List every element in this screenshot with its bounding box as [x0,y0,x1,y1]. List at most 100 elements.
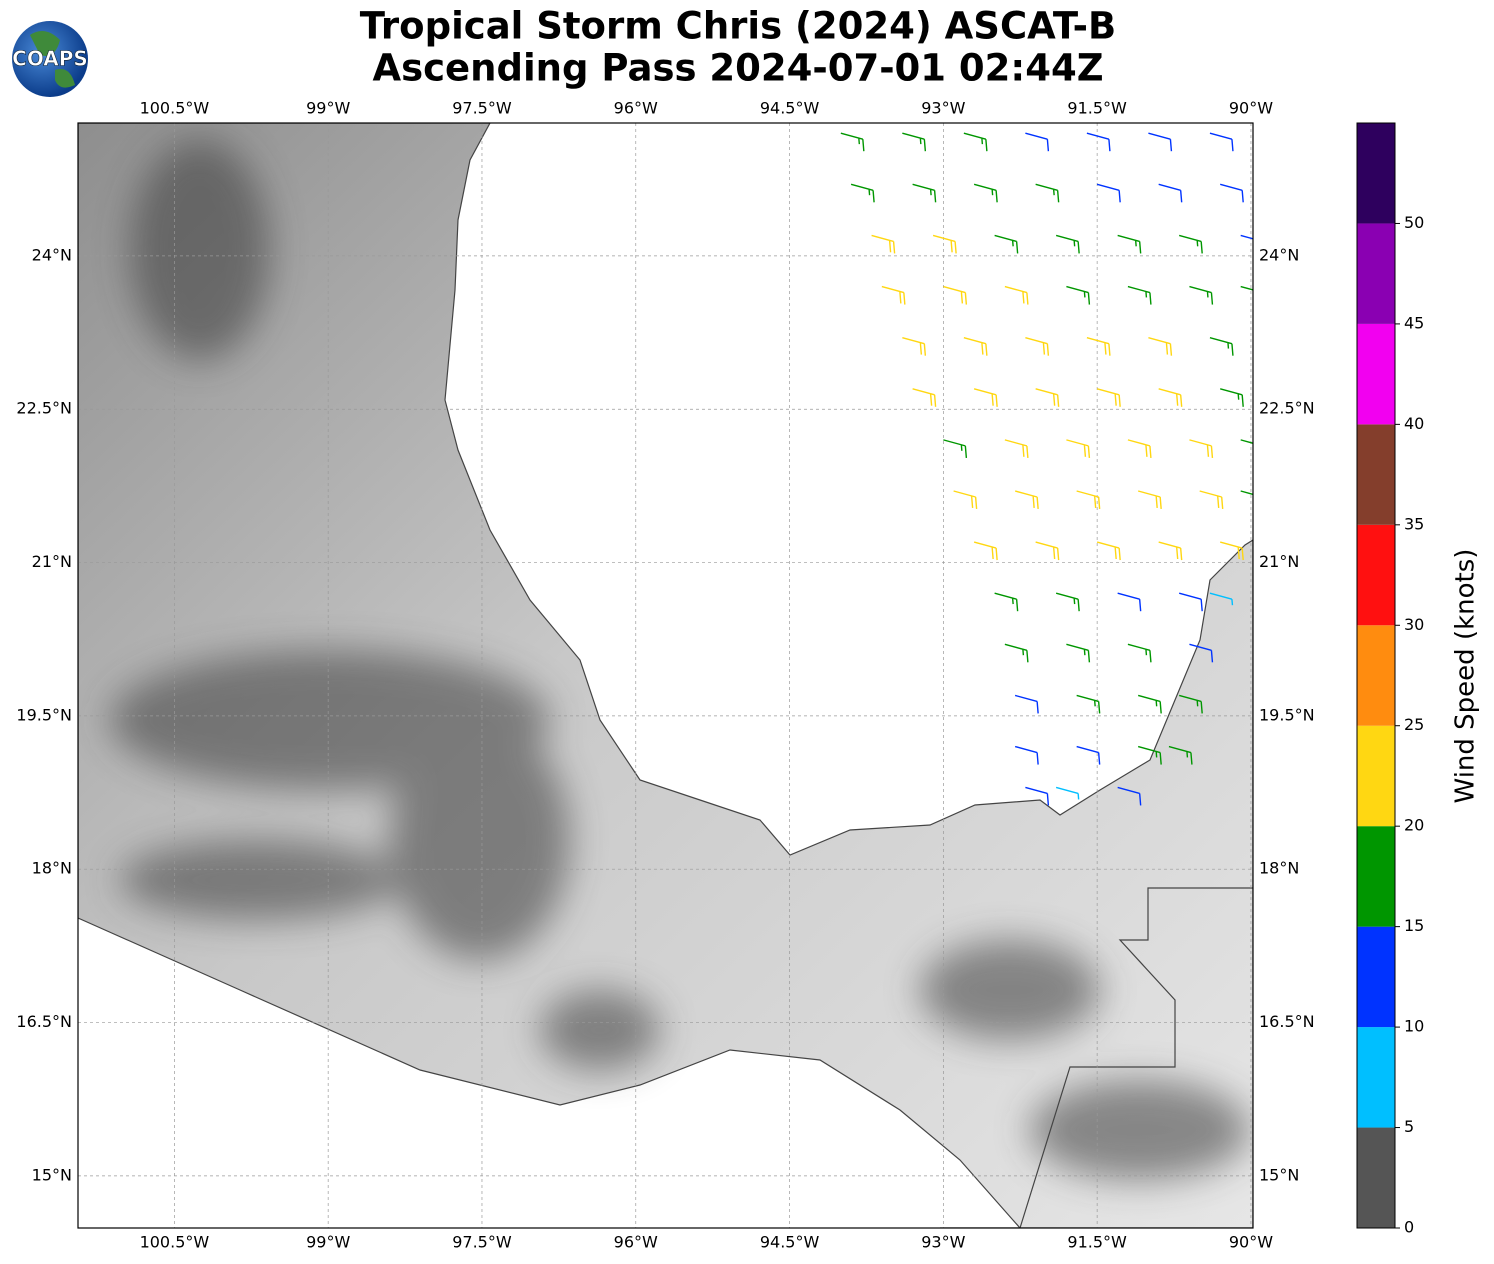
colorbar-tick-label: 10 [1404,1017,1424,1036]
wind-barb [953,490,978,510]
wind-barb [912,388,937,407]
wind-barb [1178,694,1203,714]
wind-barb [963,336,988,356]
wind-barb [1199,490,1224,510]
wind-barb [1240,439,1253,444]
colorbar-bin [1357,725,1395,827]
wind-barb [1066,285,1091,305]
y-tick-label: 16.5°N [1259,1012,1315,1031]
wind-barb [1209,336,1234,356]
wind-barb [1025,336,1050,356]
x-tick-label: 99°W [306,99,350,118]
x-tick-label: 96°W [614,99,658,118]
wind-barb [1209,132,1234,152]
wind-barb [1178,592,1203,612]
y-tick-label: 15°N [1259,1165,1299,1184]
wind-barb [1189,285,1214,305]
colorbar-tick-label: 15 [1404,916,1424,935]
logo: COAPS [12,21,88,97]
wind-barb [1055,786,1080,800]
map-title: Tropical Storm Chris (2024) ASCAT-B [360,5,1116,48]
x-tick-label: 97.5°W [452,1233,512,1252]
y-tick-label: 22.5°N [1259,399,1315,418]
wind-barb [1117,786,1142,806]
wind-barb [994,234,1019,254]
wind-barb [1066,643,1091,663]
colorbar-bin [1357,524,1395,626]
wind-barb [1158,541,1183,561]
wind-barb [1014,745,1039,765]
terrain [110,140,1250,1180]
wind-barb [871,234,896,254]
wind-barb [1055,592,1080,612]
wind-barb [1035,388,1060,407]
wind-barb [881,285,906,305]
wind-barb [1076,490,1101,510]
colorbar-tick-label: 5 [1404,1117,1414,1136]
colorbar-bin [1357,223,1395,324]
x-tick-label: 90°W [1229,1233,1273,1252]
plot-frame [77,122,1254,1229]
wind-barb [994,592,1019,612]
wind-barb [1025,786,1050,806]
basemap [78,123,1253,1228]
wind-barb [1137,745,1162,765]
colorbar-tick-label: 40 [1404,414,1424,433]
wind-barb [1004,285,1029,305]
x-tick-label: 96°W [614,1233,658,1252]
colorbar-bin [1357,826,1395,927]
wind-barb [850,183,875,203]
map-subtitle: Ascending Pass 2024-07-01 02:44Z [372,47,1103,90]
wind-barb [1189,439,1214,458]
y-tick-label: 19.5°N [1259,705,1315,724]
wind-barb [1209,592,1234,606]
wind-barb [840,132,865,152]
wind-barb [1096,541,1121,561]
wind-barb [1178,234,1203,254]
x-tick-label: 94.5°W [760,1233,820,1252]
colorbar-bin [1357,123,1395,224]
wind-barb [1096,388,1121,407]
y-tick-label: 19.5°N [16,705,72,724]
logo-text: COAPS [12,47,88,71]
colorbar-bin [1357,1027,1395,1128]
y-tick-label: 24°N [1259,245,1299,264]
y-tick-label: 21°N [32,552,72,571]
border [940,887,1253,1228]
wind-barb [1025,132,1050,152]
colorbar-bin [1357,424,1395,525]
wind-barb [1220,541,1244,561]
wind-barb [943,439,968,458]
x-tick-label: 94.5°W [760,99,820,118]
colorbar-bin [1357,323,1395,425]
wind-barb [932,234,957,254]
wind-barb [1004,643,1029,663]
wind-barb [1117,592,1142,612]
wind-barb [1148,336,1173,356]
wind-barb [963,132,988,152]
colorbar-bin [1357,625,1395,726]
colorbar-tick-label: 45 [1404,313,1424,332]
y-tick-label: 21°N [1259,552,1299,571]
wind-barb [1148,132,1173,152]
colorbar-frame [1356,122,1396,1229]
x-tick-label: 100.5°W [140,99,210,118]
wind-barb [1158,388,1183,407]
wind-barb [1076,694,1101,714]
wind-barb [902,132,927,152]
wind-barb [1240,490,1253,496]
wind-barb [1035,541,1060,561]
y-tick-label: 15°N [32,1165,72,1184]
y-tick-label: 18°N [32,859,72,878]
wind-barb [1035,183,1060,203]
colorbar-tick-label: 25 [1404,715,1424,734]
wind-barb [1096,183,1121,203]
wind-barb [1240,285,1253,291]
wind-barb [1004,439,1029,458]
wind-barb [1220,183,1244,203]
wind-barb [902,336,927,356]
wind-barb [1014,694,1039,714]
wind-barb [1127,439,1152,458]
x-tick-label: 91.5°W [1067,1233,1127,1252]
wind-barb [1127,285,1152,305]
